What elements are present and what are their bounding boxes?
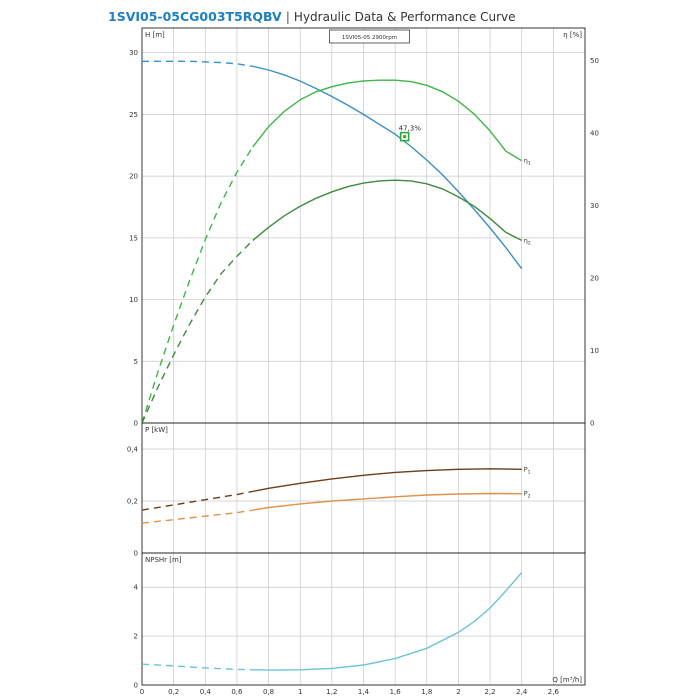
p1-series-label: P1 — [524, 465, 531, 475]
x-tick-label: 0 — [140, 688, 144, 696]
npsh-curve — [252, 572, 523, 671]
x-tick-label: 1,8 — [421, 688, 432, 696]
head-curve-dashed — [142, 60, 253, 67]
eta2-curve — [252, 179, 523, 242]
eta1-curve-dashed — [141, 146, 254, 424]
p1-curve-dashed — [141, 490, 253, 511]
x-tick-label: 0,4 — [200, 688, 212, 696]
y-tick-label: 30 — [129, 49, 138, 57]
y-tick-label: 0,4 — [127, 446, 139, 454]
x-tick-label: 2,6 — [548, 688, 560, 696]
y-tick-label-right: 50 — [590, 57, 599, 65]
y-tick-label: 4 — [134, 584, 139, 592]
p2-curve — [252, 492, 522, 511]
y-tick-label-right: 0 — [590, 420, 594, 428]
y-tick-label: 25 — [129, 111, 138, 119]
bep-marker-core — [403, 135, 407, 139]
eta1-curve — [252, 79, 523, 162]
y-tick-label-right: 10 — [590, 347, 599, 355]
x-tick-label: 2,2 — [485, 688, 496, 696]
chart-subtitle: Hydraulic Data & Performance Curve — [293, 10, 516, 24]
x-tick-label: 2 — [456, 688, 460, 696]
x-tick-label: 0,6 — [231, 688, 243, 696]
y-tick-label: 0 — [134, 420, 138, 428]
y-tick-label: 2 — [134, 633, 138, 641]
legend-box — [329, 29, 410, 44]
x-tick-label: 0,2 — [168, 688, 179, 696]
x-tick-label: 0,8 — [263, 688, 274, 696]
y-tick-label: 15 — [129, 234, 138, 242]
x-tick-label: 1,6 — [390, 688, 402, 696]
p1-curve — [252, 468, 522, 493]
y-axis-label: H [m] — [145, 31, 165, 39]
eta1-series-label: η1 — [524, 157, 531, 167]
chart-header: 1SVI05-05CG003T5RQBV | Hydraulic Data & Pe… — [108, 6, 516, 26]
y-tick-label: 0 — [134, 682, 138, 690]
y-tick-label-right: 30 — [590, 202, 599, 210]
y-axis-label-right: η [%] — [563, 31, 582, 39]
y-tick-label: 0 — [134, 550, 138, 558]
x-tick-label: 1 — [298, 688, 302, 696]
title-separator: | — [285, 9, 290, 24]
p2-curve-dashed — [141, 509, 253, 524]
legend-label: 1SVI05-05 2900rpm — [342, 35, 397, 41]
y-tick-label-right: 20 — [590, 275, 599, 283]
y-tick-label: 5 — [134, 358, 138, 366]
p2-series-label: P2 — [524, 490, 531, 500]
x-tick-label: 2,4 — [516, 688, 528, 696]
npsh-curve-dashed — [141, 663, 253, 671]
y-tick-label: 0,2 — [127, 498, 138, 506]
x-tick-label: 1,4 — [358, 688, 370, 696]
y-axis-label: NPSHr [m] — [145, 556, 182, 564]
eta2-curve-dashed — [141, 239, 254, 424]
y-tick-label: 10 — [129, 296, 138, 304]
eta2-series-label: η2 — [524, 236, 531, 246]
head-curve — [252, 65, 523, 270]
panel-frame — [141, 552, 586, 686]
y-tick-label: 20 — [129, 173, 138, 181]
y-axis-label: P [kW] — [145, 426, 168, 434]
bep-annotation: 47,3% — [399, 125, 422, 133]
pump-model-title: 1SVI05-05CG003T5RQBV — [108, 9, 282, 24]
x-axis-label: Q [m³/h] — [552, 676, 582, 684]
y-tick-label-right: 40 — [590, 130, 599, 138]
x-tick-label: 1,2 — [326, 688, 337, 696]
